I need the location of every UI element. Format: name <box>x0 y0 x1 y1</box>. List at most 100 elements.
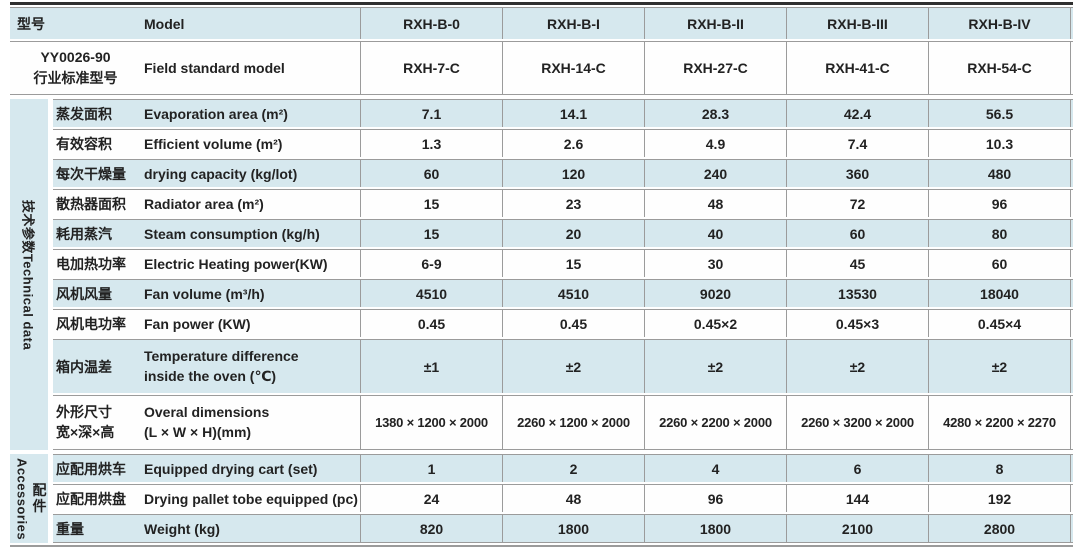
table-row: 应配用烘盘 Drying pallet tobe equipped (pc) 2… <box>53 484 1073 512</box>
accessories-rows: 应配用烘车 Equipped drying cart (set) 1 2 4 6… <box>53 454 1073 543</box>
table-row: 风机电功率 Fan power (KW) 0.45 0.45 0.45×2 0.… <box>53 309 1073 337</box>
row-label-zh: 风机风量 <box>56 285 112 302</box>
model-label-en: Model <box>141 8 361 39</box>
model-label-zh: 型号 <box>17 15 45 32</box>
cell-value: 30 <box>645 250 787 277</box>
cell-value: 6-9 <box>361 250 503 277</box>
cell-value: 9020 <box>645 280 787 307</box>
row-label-zh: 外形尺寸 宽×深×高 <box>56 403 115 440</box>
cell-value: 14.1 <box>503 100 645 127</box>
row-label-zh: 风机电功率 <box>56 315 126 332</box>
cell-value: 28.3 <box>645 100 787 127</box>
cell-value: 15 <box>361 190 503 217</box>
cell-value: 2260 × 1200 × 2000 <box>503 396 645 449</box>
column-header: RXH-7-C <box>361 42 503 94</box>
technical-data-rows: 蒸发面积 Evaporation area (m²) 7.1 14.1 28.3… <box>53 99 1073 450</box>
table-row: 耗用蒸汽 Steam consumption (kg/h) 15 20 40 6… <box>53 219 1073 247</box>
column-header: RXH-14-C <box>503 42 645 94</box>
row-label-en: Efficient volume (m²) <box>141 130 361 157</box>
cell-value: 13530 <box>787 280 929 307</box>
cell-value: 2100 <box>787 515 929 542</box>
group-label-accessories: Accessories 配件 <box>10 454 48 543</box>
cell-value: 192 <box>929 485 1071 512</box>
row-label-en: Fan power (KW) <box>141 310 361 337</box>
row-label-en: Weight (kg) <box>141 515 361 542</box>
table-row: 重量 Weight (kg) 820 1800 1800 2100 2800 <box>53 514 1073 543</box>
cell-value: 144 <box>787 485 929 512</box>
row-label-zh: 电加热功率 <box>56 255 126 272</box>
cell-value: 15 <box>503 250 645 277</box>
field-standard-label-zh: YY0026-90 行业标准型号 <box>10 42 141 94</box>
cell-value: 80 <box>929 220 1071 247</box>
cell-value: 96 <box>929 190 1071 217</box>
table-row: 散热器面积 Radiator area (m²) 15 23 48 72 96 <box>53 189 1073 217</box>
cell-value: 1800 <box>503 515 645 542</box>
field-standard-row: YY0026-90 行业标准型号 Field standard model RX… <box>10 41 1073 95</box>
cell-value: 1380 × 1200 × 2000 <box>361 396 503 449</box>
row-label-en: Drying pallet tobe equipped (pc) <box>141 485 361 512</box>
table-row: 箱内温差 Temperature difference inside the o… <box>53 339 1073 393</box>
column-header: RXH-B-II <box>645 8 787 39</box>
cell-value: 480 <box>929 160 1071 187</box>
accessories-section: Accessories 配件 应配用烘车 Equipped drying car… <box>10 454 1073 543</box>
technical-data-vertical-text: 技术参数Technical data <box>20 199 36 350</box>
row-label-en: Radiator area (m²) <box>141 190 361 217</box>
cell-value: 120 <box>503 160 645 187</box>
cell-value: 1.3 <box>361 130 503 157</box>
row-label-zh: 散热器面积 <box>56 195 126 212</box>
cell-value: 0.45×4 <box>929 310 1071 337</box>
column-header: RXH-B-III <box>787 8 929 39</box>
cell-value: 2 <box>503 455 645 482</box>
cell-value: 7.4 <box>787 130 929 157</box>
cell-value: 2260 × 2200 × 2000 <box>645 396 787 449</box>
cell-value: 6 <box>787 455 929 482</box>
cell-value: 23 <box>503 190 645 217</box>
row-label-en: Fan volume (m³/h) <box>141 280 361 307</box>
cell-value: 7.1 <box>361 100 503 127</box>
cell-value: 4510 <box>361 280 503 307</box>
cell-value: 8 <box>929 455 1071 482</box>
table-row: 风机风量 Fan volume (m³/h) 4510 4510 9020 13… <box>53 279 1073 307</box>
table-row: 应配用烘车 Equipped drying cart (set) 1 2 4 6… <box>53 454 1073 482</box>
row-label-en: drying capacity (kg/lot) <box>141 160 361 187</box>
cell-value: 1 <box>361 455 503 482</box>
cell-value: 20 <box>503 220 645 247</box>
cell-value: 48 <box>645 190 787 217</box>
cell-value: ±2 <box>645 340 787 393</box>
field-standard-zh: 行业标准型号 <box>33 70 118 86</box>
row-label-en: Temperature difference inside the oven (… <box>141 340 361 393</box>
cell-value: 0.45 <box>503 310 645 337</box>
column-header: RXH-B-I <box>503 8 645 39</box>
cell-value: ±2 <box>503 340 645 393</box>
row-label-zh: 蒸发面积 <box>56 105 112 122</box>
row-label-en: Equipped drying cart (set) <box>141 455 361 482</box>
cell-value: 42.4 <box>787 100 929 127</box>
cell-value: 0.45×3 <box>787 310 929 337</box>
column-header: RXH-41-C <box>787 42 929 94</box>
cell-value: 820 <box>361 515 503 542</box>
cell-value: 240 <box>645 160 787 187</box>
row-label-en: Evaporation area (m²) <box>141 100 361 127</box>
accessories-vertical-text: Accessories <box>14 457 30 540</box>
cell-value: 4510 <box>503 280 645 307</box>
column-header: RXH-B-IV <box>929 8 1071 39</box>
cell-value: ±1 <box>361 340 503 393</box>
table-bottom-border <box>10 545 1073 547</box>
cell-value: 10.3 <box>929 130 1071 157</box>
table-row: 每次干燥量 drying capacity (kg/lot) 60 120 24… <box>53 159 1073 187</box>
model-header-row: 型号 Model RXH-B-0 RXH-B-I RXH-B-II RXH-B-… <box>10 7 1073 39</box>
cell-value: 56.5 <box>929 100 1071 127</box>
row-label-en: Electric Heating power(KW) <box>141 250 361 277</box>
column-header: RXH-27-C <box>645 42 787 94</box>
table-row: 外形尺寸 宽×深×高 Overal dimensions (L × W × H)… <box>53 395 1073 450</box>
cell-value: 24 <box>361 485 503 512</box>
cell-value: 18040 <box>929 280 1071 307</box>
row-label-zh: 耗用蒸汽 <box>56 225 112 242</box>
cell-value: 360 <box>787 160 929 187</box>
cell-value: ±2 <box>787 340 929 393</box>
cell-value: 60 <box>787 220 929 247</box>
row-label-zh: 箱内温差 <box>56 358 112 375</box>
table-row: 蒸发面积 Evaporation area (m²) 7.1 14.1 28.3… <box>53 99 1073 127</box>
cell-value: 60 <box>929 250 1071 277</box>
cell-value: 1800 <box>645 515 787 542</box>
